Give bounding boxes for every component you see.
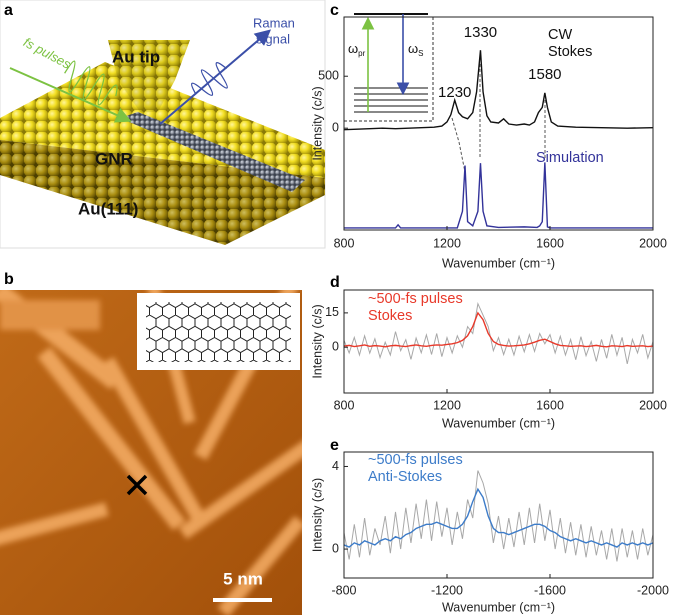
x-tick-label: 1200 — [433, 398, 461, 412]
decoration — [120, 112, 305, 192]
omega-subscript: pr — [358, 49, 365, 58]
x-tick-label: -1600 — [534, 583, 566, 597]
decoration — [9, 67, 132, 123]
omega-symbol: ω — [408, 41, 418, 56]
spectrum-line — [343, 50, 654, 131]
peak-label: 1580 — [528, 66, 561, 83]
raman-label: signal — [256, 31, 290, 46]
decoration — [191, 62, 228, 96]
x-axis-label: Wavenumber (cm⁻¹) — [442, 416, 555, 430]
decoration — [101, 357, 209, 529]
panel-label: b — [4, 271, 14, 288]
decoration — [146, 302, 291, 362]
x-tick-label: 800 — [334, 398, 355, 412]
x-tick-label: 2000 — [639, 236, 667, 250]
decoration — [0, 62, 325, 178]
y-axis-label: Intensity (c/s) — [310, 86, 324, 160]
x-tick-label: 1200 — [433, 236, 461, 250]
annotation: Anti-Stokes — [368, 469, 442, 485]
panel-label: d — [330, 274, 340, 291]
x-axis-label: Wavenumber (cm⁻¹) — [442, 600, 555, 614]
energy-diagram: ωpr ωS — [344, 13, 546, 173]
omega-subscript: S — [418, 49, 423, 58]
y-axis-label: Intensity (c/s) — [310, 304, 324, 378]
decoration — [178, 430, 302, 540]
decoration — [108, 40, 190, 112]
decoration — [0, 140, 325, 245]
y-axis-label: Intensity (c/s) — [310, 478, 324, 552]
omega-symbol: ω — [348, 41, 358, 56]
x-tick-label: 2000 — [639, 398, 667, 412]
decoration — [217, 515, 302, 615]
decoration — [451, 117, 466, 173]
panel-label: a — [4, 2, 13, 19]
decoration — [108, 40, 190, 112]
y-tick-label: 0 — [332, 340, 339, 354]
ribbon-label: GNR — [95, 149, 133, 168]
decoration — [64, 60, 118, 106]
annotation: Stokes — [548, 44, 592, 60]
y-tick-label: 4 — [332, 459, 339, 473]
x-tick-label: -1200 — [431, 583, 463, 597]
y-tick-label: 500 — [318, 69, 339, 83]
peak-label: 1230 — [438, 84, 471, 101]
x-tick-label: -2000 — [637, 583, 669, 597]
spectrum-line — [343, 311, 654, 348]
decoration — [344, 17, 434, 122]
annotation: ~500-fs pulses — [368, 291, 463, 307]
panel-label: e — [330, 437, 339, 454]
decoration — [0, 502, 109, 552]
tip-label: Au tip — [112, 47, 160, 66]
x-tick-label: -800 — [331, 583, 356, 597]
spectrum-line — [343, 487, 654, 548]
spectrum-line — [343, 470, 654, 562]
spectrum-line — [343, 302, 654, 365]
annotation: ~500-fs pulses — [368, 452, 463, 468]
spectrum-line — [344, 162, 653, 229]
axes-frame — [343, 289, 654, 394]
annotation: Simulation — [536, 150, 604, 166]
raman-label: Raman — [253, 15, 295, 30]
y-tick-label: 0 — [332, 120, 339, 134]
decoration — [37, 347, 186, 531]
x-tick-label: 1600 — [536, 236, 564, 250]
peak-label: 1330 — [464, 24, 497, 41]
axes-frame — [343, 451, 654, 579]
decoration — [0, 300, 100, 330]
scale-bar-label: 5 nm — [223, 569, 263, 588]
y-tick-label: 15 — [325, 305, 339, 319]
illustration: fs pulses Au tip Raman signal GNR Au(111… — [0, 0, 326, 249]
x-axis-label: Wavenumber (cm⁻¹) — [442, 256, 555, 270]
substrate-label: Au(111) — [78, 199, 138, 218]
stm-image: 5 nm — [0, 290, 302, 615]
annotation: CW — [548, 27, 572, 43]
annotation: Stokes — [368, 308, 412, 324]
omega-label: ωpr — [348, 41, 366, 58]
panel-label: c — [330, 2, 339, 19]
axes-frame — [343, 16, 654, 231]
decoration — [0, 140, 325, 245]
x-tick-label: 800 — [334, 236, 355, 250]
y-tick-label: 0 — [332, 541, 339, 555]
x-tick-label: 1600 — [536, 398, 564, 412]
decoration — [126, 474, 148, 496]
omega-label: ωS — [408, 41, 424, 58]
